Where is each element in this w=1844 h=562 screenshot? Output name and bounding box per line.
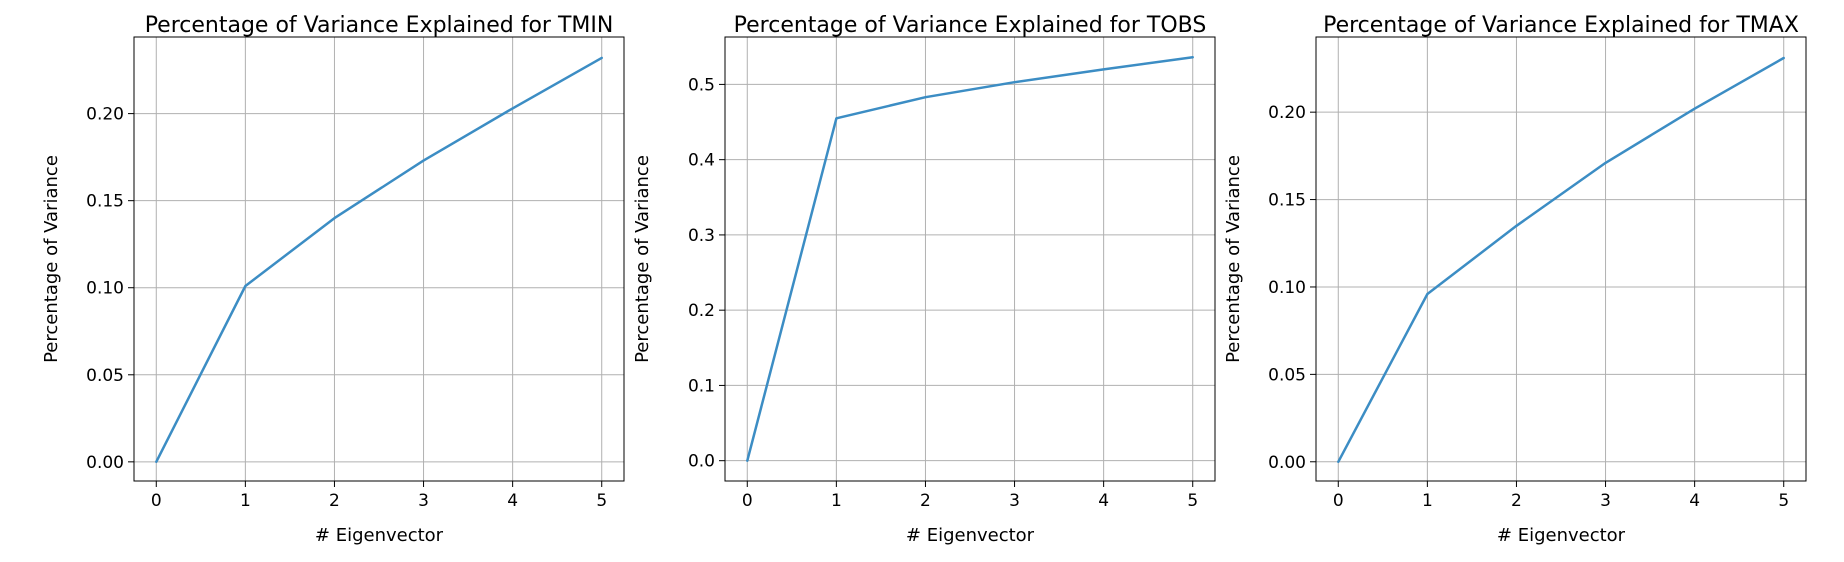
x-tick-label: 4 [1098, 491, 1109, 511]
y-tick-label: 0.5 [688, 75, 715, 95]
plot-frame [724, 36, 1216, 482]
y-tick-label: 0.15 [1268, 191, 1306, 211]
y-tick-label: 0.20 [1268, 103, 1306, 123]
y-axis-label: Percentage of Variance [632, 155, 653, 363]
y-tick-label: 0.20 [86, 105, 124, 125]
y-tick-label: 0.10 [86, 279, 124, 299]
x-tick-label: 1 [240, 491, 251, 511]
y-axis-label: Percentage of Variance [41, 155, 62, 363]
x-tick-label: 2 [329, 491, 340, 511]
x-tick-label: 4 [1689, 491, 1700, 511]
x-tick-label: 5 [1187, 491, 1198, 511]
x-tick-label: 4 [507, 491, 518, 511]
chart-panel-3: 0 1 2 3 4 5 0.00 0.05 0.10 0.15 0.20 Percentage of … [1223, 13, 1807, 546]
x-tick-label: 1 [1422, 491, 1433, 511]
x-tick-label: 3 [1600, 491, 1611, 511]
plot-frame [133, 36, 625, 482]
x-tick-label: 0 [1333, 491, 1344, 511]
y-tick-label: 0.15 [86, 192, 124, 212]
chart-panel-1: 0 1 2 3 4 5 0.00 0.05 0.10 0.15 0.20 Percentage of … [41, 13, 625, 546]
y-tick-label: 0.05 [1268, 365, 1306, 385]
x-tick-label: 2 [1511, 491, 1522, 511]
chart-panel-2: 0 1 2 3 4 5 0.0 0.1 0.2 0.3 0.4 0.5 Percentage of Va… [632, 13, 1216, 546]
chart-title: Percentage of Variance Explained for TMI… [145, 13, 614, 38]
y-tick-label: 0.00 [86, 453, 124, 473]
y-tick-label: 0.4 [688, 151, 715, 171]
x-axis-label: # Eigenvector [906, 525, 1035, 546]
x-tick-label: 5 [1778, 491, 1789, 511]
x-axis-label: # Eigenvector [315, 525, 444, 546]
series-line [746, 56, 1194, 462]
x-tick-label: 2 [920, 491, 931, 511]
x-tick-label: 0 [742, 491, 753, 511]
y-tick-label: 0.10 [1268, 278, 1306, 298]
y-tick-label: 0.3 [688, 226, 715, 246]
y-tick-label: 0.0 [688, 452, 715, 472]
x-tick-label: 1 [831, 491, 842, 511]
x-tick-label: 3 [418, 491, 429, 511]
chart-title: Percentage of Variance Explained for TMA… [1323, 13, 1799, 38]
x-tick-label: 5 [596, 491, 607, 511]
chart-title: Percentage of Variance Explained for TOB… [734, 13, 1207, 38]
x-tick-label: 0 [151, 491, 162, 511]
y-axis-label: Percentage of Variance [1223, 155, 1244, 363]
series-line [155, 56, 603, 464]
x-tick-label: 3 [1009, 491, 1020, 511]
y-tick-label: 0.00 [1268, 453, 1306, 473]
y-tick-label: 0.1 [688, 376, 715, 396]
series-line [1337, 56, 1785, 464]
y-tick-label: 0.2 [688, 301, 715, 321]
plot-frame [1315, 36, 1807, 482]
y-tick-label: 0.05 [86, 366, 124, 386]
x-axis-label: # Eigenvector [1497, 525, 1626, 546]
